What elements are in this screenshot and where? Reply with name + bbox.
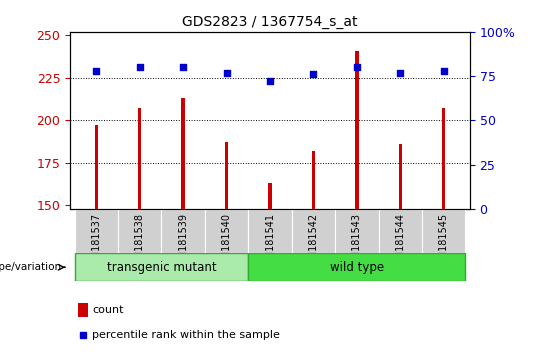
Bar [205,209,248,253]
Point [222,70,231,75]
Text: GSM181541: GSM181541 [265,213,275,272]
Text: percentile rank within the sample: percentile rank within the sample [92,330,280,339]
Bar [181,98,185,209]
Text: GSM181543: GSM181543 [352,213,362,272]
Title: GDS2823 / 1367754_s_at: GDS2823 / 1367754_s_at [183,16,358,29]
Text: transgenic mutant: transgenic mutant [106,261,216,274]
Text: genotype/variation: genotype/variation [0,262,62,272]
Text: GSM181544: GSM181544 [395,213,406,272]
Point [92,68,100,74]
Text: GSM181540: GSM181540 [221,213,232,272]
Text: GSM181537: GSM181537 [91,213,102,273]
Bar [248,253,465,281]
Bar [161,209,205,253]
Bar [75,253,248,281]
Text: GSM181545: GSM181545 [438,213,449,273]
Bar [422,209,465,253]
Point [309,72,318,77]
Text: GSM181538: GSM181538 [134,213,145,272]
Bar [138,108,141,209]
Bar [248,209,292,253]
Bar [335,209,379,253]
Bar [225,142,228,209]
Bar [355,51,359,209]
Bar [118,209,161,253]
Bar [312,151,315,209]
Bar [268,183,272,209]
Point [353,64,361,70]
Bar [292,209,335,253]
Bar [78,303,88,317]
Text: GSM181542: GSM181542 [308,213,319,273]
Bar [399,144,402,209]
Point [396,70,404,75]
Point [266,79,274,84]
Text: wild type: wild type [330,261,384,274]
Point [179,64,187,70]
Text: count: count [92,305,124,315]
Bar [442,108,446,209]
Bar [379,209,422,253]
Bar [94,125,98,209]
Bar [75,209,118,253]
Point [136,64,144,70]
Point [440,68,448,74]
Text: GSM181539: GSM181539 [178,213,188,272]
